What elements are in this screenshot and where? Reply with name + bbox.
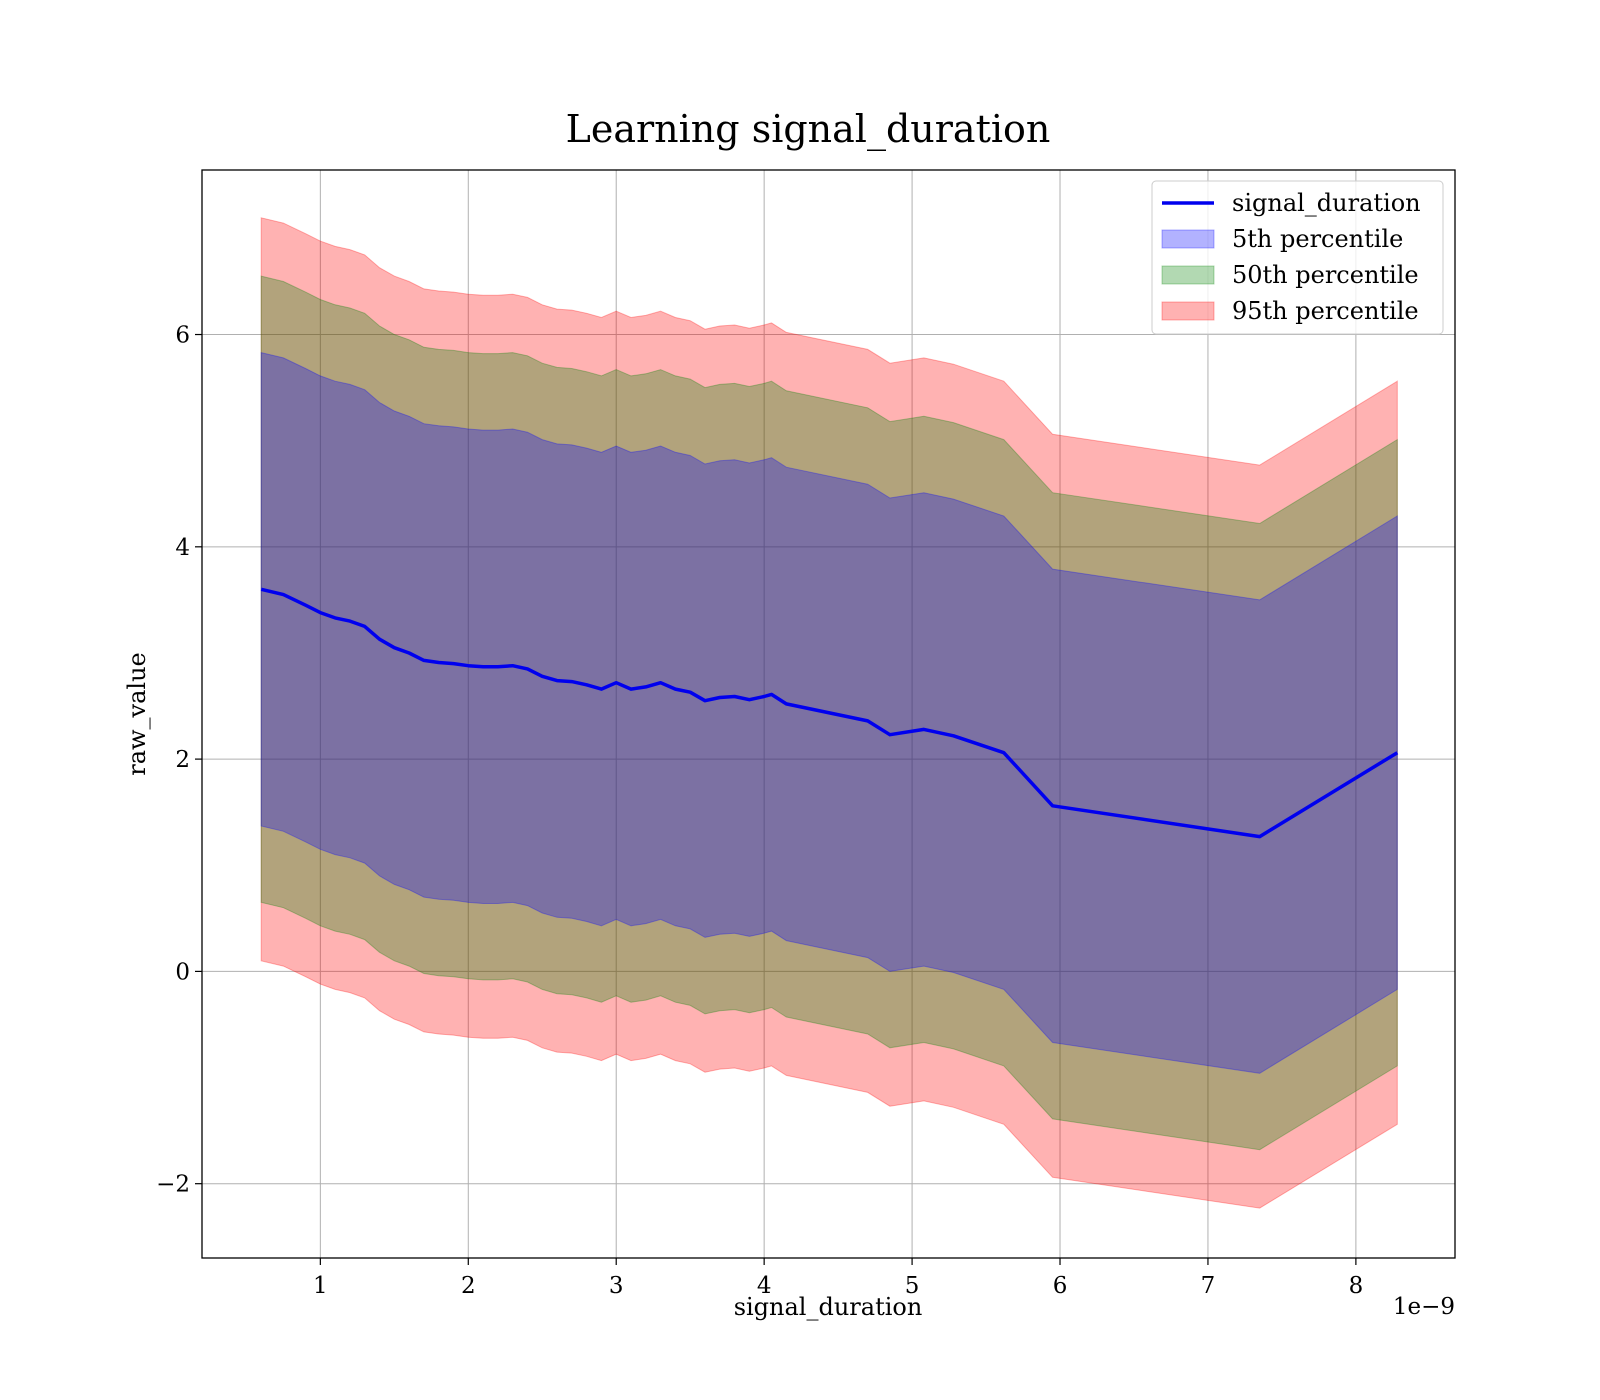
- legend-swatch-5th: [1161, 229, 1215, 249]
- x-tick-label: 4: [757, 1273, 772, 1299]
- axis-ticks: 1 2 3 4 5 6 7 8 −2 0 2 4 6: [156, 323, 1363, 1299]
- y-tick-label: 4: [175, 535, 190, 561]
- x-tick-label: 5: [905, 1273, 920, 1299]
- grid: [202, 170, 1455, 1258]
- legend-label-95th: 95th percentile: [1232, 297, 1419, 325]
- legend-box: [1151, 180, 1444, 335]
- series-line-signal-duration: [260, 587, 1399, 839]
- y-tick-label: 2: [175, 747, 190, 773]
- plot-area: 1 2 3 4 5 6 7 8 −2 0 2 4 6: [156, 169, 1456, 1299]
- x-tick-label: 3: [609, 1273, 624, 1299]
- legend-swatch-95th: [1161, 301, 1215, 321]
- x-tick-label: 2: [461, 1273, 476, 1299]
- y-tick-label: 6: [175, 323, 190, 349]
- legend: signal_duration 5th percentile 50th perc…: [1151, 180, 1444, 335]
- x-tick-label: 8: [1349, 1273, 1364, 1299]
- legend-label-line: signal_duration: [1232, 189, 1421, 217]
- x-tick-label: 6: [1053, 1273, 1068, 1299]
- x-axis-label: signal_duration: [734, 1293, 923, 1321]
- legend-label-5th: 5th percentile: [1232, 225, 1403, 253]
- y-tick-label: −2: [156, 1172, 190, 1198]
- x-axis-offset-label: 1e−9: [1393, 1294, 1455, 1320]
- x-tick-label: 1: [313, 1273, 328, 1299]
- y-axis-label: raw_value: [123, 652, 151, 776]
- legend-label-50th: 50th percentile: [1232, 261, 1419, 289]
- series-line-layer: [260, 587, 1399, 839]
- legend-swatch-50th: [1161, 265, 1215, 285]
- y-tick-label: 0: [175, 959, 190, 985]
- plot-frame: [201, 169, 1456, 1259]
- chart-title: Learning signal_duration: [566, 107, 1051, 152]
- x-tick-label: 7: [1201, 1273, 1216, 1299]
